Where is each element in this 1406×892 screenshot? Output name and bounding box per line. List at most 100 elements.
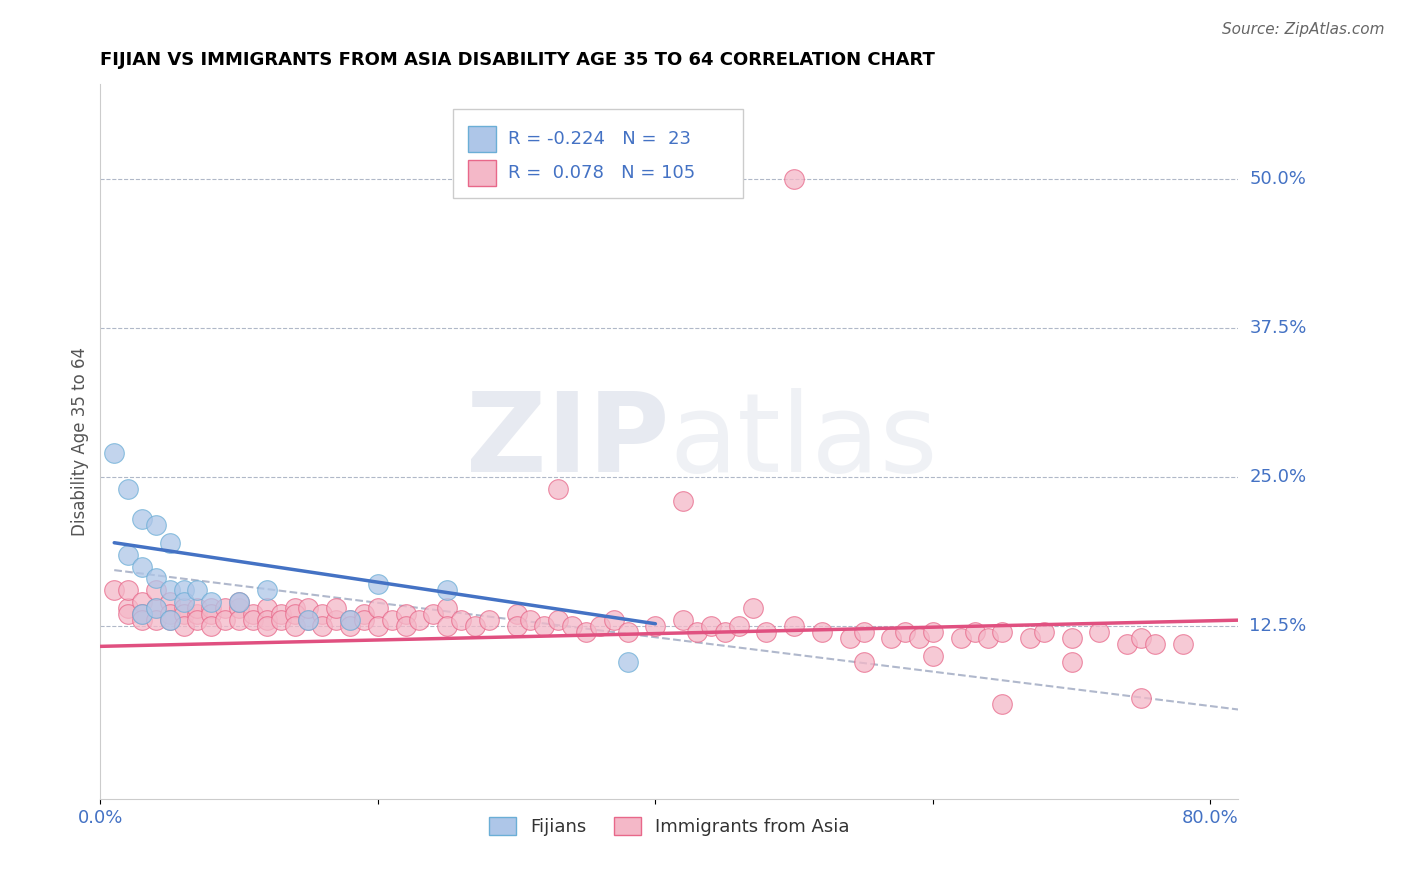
Point bbox=[880, 631, 903, 645]
FancyBboxPatch shape bbox=[468, 160, 496, 186]
Point bbox=[852, 655, 875, 669]
Point bbox=[519, 613, 541, 627]
FancyBboxPatch shape bbox=[453, 109, 744, 199]
Point bbox=[214, 601, 236, 615]
Point bbox=[131, 613, 153, 627]
Point bbox=[228, 595, 250, 609]
Point bbox=[200, 601, 222, 615]
Point bbox=[173, 607, 195, 622]
Point bbox=[811, 625, 834, 640]
Point bbox=[159, 613, 181, 627]
Point bbox=[145, 613, 167, 627]
Point bbox=[325, 613, 347, 627]
Point bbox=[159, 535, 181, 549]
Text: 25.0%: 25.0% bbox=[1250, 468, 1306, 486]
Point bbox=[783, 619, 806, 633]
Point bbox=[603, 613, 626, 627]
Point bbox=[228, 613, 250, 627]
Point bbox=[1171, 637, 1194, 651]
Point bbox=[727, 619, 749, 633]
Point bbox=[270, 607, 292, 622]
Legend: Fijians, Immigrants from Asia: Fijians, Immigrants from Asia bbox=[482, 810, 856, 844]
Point bbox=[311, 619, 333, 633]
Point bbox=[1088, 625, 1111, 640]
Point bbox=[200, 619, 222, 633]
Point bbox=[436, 619, 458, 633]
Point bbox=[1032, 625, 1054, 640]
Point bbox=[270, 613, 292, 627]
Text: R =  0.078   N = 105: R = 0.078 N = 105 bbox=[508, 164, 695, 182]
Point bbox=[103, 446, 125, 460]
Point bbox=[159, 607, 181, 622]
Point bbox=[1130, 690, 1153, 705]
Point bbox=[200, 607, 222, 622]
Text: atlas: atlas bbox=[669, 388, 938, 495]
Point bbox=[505, 607, 527, 622]
Point bbox=[228, 595, 250, 609]
Point bbox=[200, 595, 222, 609]
Point bbox=[131, 595, 153, 609]
Point bbox=[284, 607, 307, 622]
Point bbox=[1019, 631, 1042, 645]
Point bbox=[908, 631, 931, 645]
Point bbox=[922, 648, 945, 663]
Point bbox=[922, 625, 945, 640]
Point bbox=[284, 619, 307, 633]
Point bbox=[186, 613, 208, 627]
Point bbox=[1130, 631, 1153, 645]
Point bbox=[117, 601, 139, 615]
Text: ZIP: ZIP bbox=[465, 388, 669, 495]
Point bbox=[173, 601, 195, 615]
Point bbox=[713, 625, 735, 640]
Point bbox=[159, 595, 181, 609]
Point bbox=[547, 482, 569, 496]
Point bbox=[852, 625, 875, 640]
Point bbox=[1116, 637, 1139, 651]
Point bbox=[297, 613, 319, 627]
Point bbox=[478, 613, 501, 627]
Point bbox=[339, 613, 361, 627]
Point bbox=[575, 625, 598, 640]
Point bbox=[381, 613, 404, 627]
Point bbox=[672, 494, 695, 508]
Point bbox=[186, 607, 208, 622]
Point bbox=[159, 583, 181, 598]
Point bbox=[963, 625, 986, 640]
Text: 37.5%: 37.5% bbox=[1250, 319, 1306, 337]
Point bbox=[117, 607, 139, 622]
Point bbox=[394, 607, 416, 622]
Point bbox=[686, 625, 709, 640]
Point bbox=[977, 631, 1000, 645]
Point bbox=[297, 613, 319, 627]
Point bbox=[464, 619, 486, 633]
Point bbox=[284, 601, 307, 615]
Text: FIJIAN VS IMMIGRANTS FROM ASIA DISABILITY AGE 35 TO 64 CORRELATION CHART: FIJIAN VS IMMIGRANTS FROM ASIA DISABILIT… bbox=[100, 51, 935, 69]
Point bbox=[436, 583, 458, 598]
Point bbox=[353, 613, 375, 627]
Text: 50.0%: 50.0% bbox=[1250, 170, 1306, 188]
Point bbox=[353, 607, 375, 622]
Point bbox=[186, 601, 208, 615]
Point bbox=[1060, 655, 1083, 669]
Point bbox=[700, 619, 723, 633]
Point bbox=[505, 619, 527, 633]
Point bbox=[173, 583, 195, 598]
Point bbox=[256, 601, 278, 615]
Point bbox=[145, 572, 167, 586]
Point bbox=[117, 482, 139, 496]
Point bbox=[145, 517, 167, 532]
Point bbox=[561, 619, 583, 633]
Point bbox=[450, 613, 472, 627]
Point bbox=[131, 607, 153, 622]
Point bbox=[228, 601, 250, 615]
Point bbox=[242, 613, 264, 627]
Point bbox=[894, 625, 917, 640]
Point bbox=[311, 607, 333, 622]
Point bbox=[339, 613, 361, 627]
Y-axis label: Disability Age 35 to 64: Disability Age 35 to 64 bbox=[72, 347, 89, 536]
Text: 12.5%: 12.5% bbox=[1250, 617, 1306, 635]
Point bbox=[838, 631, 860, 645]
Text: R = -0.224   N =  23: R = -0.224 N = 23 bbox=[508, 130, 690, 148]
Point bbox=[616, 625, 638, 640]
Point bbox=[256, 619, 278, 633]
